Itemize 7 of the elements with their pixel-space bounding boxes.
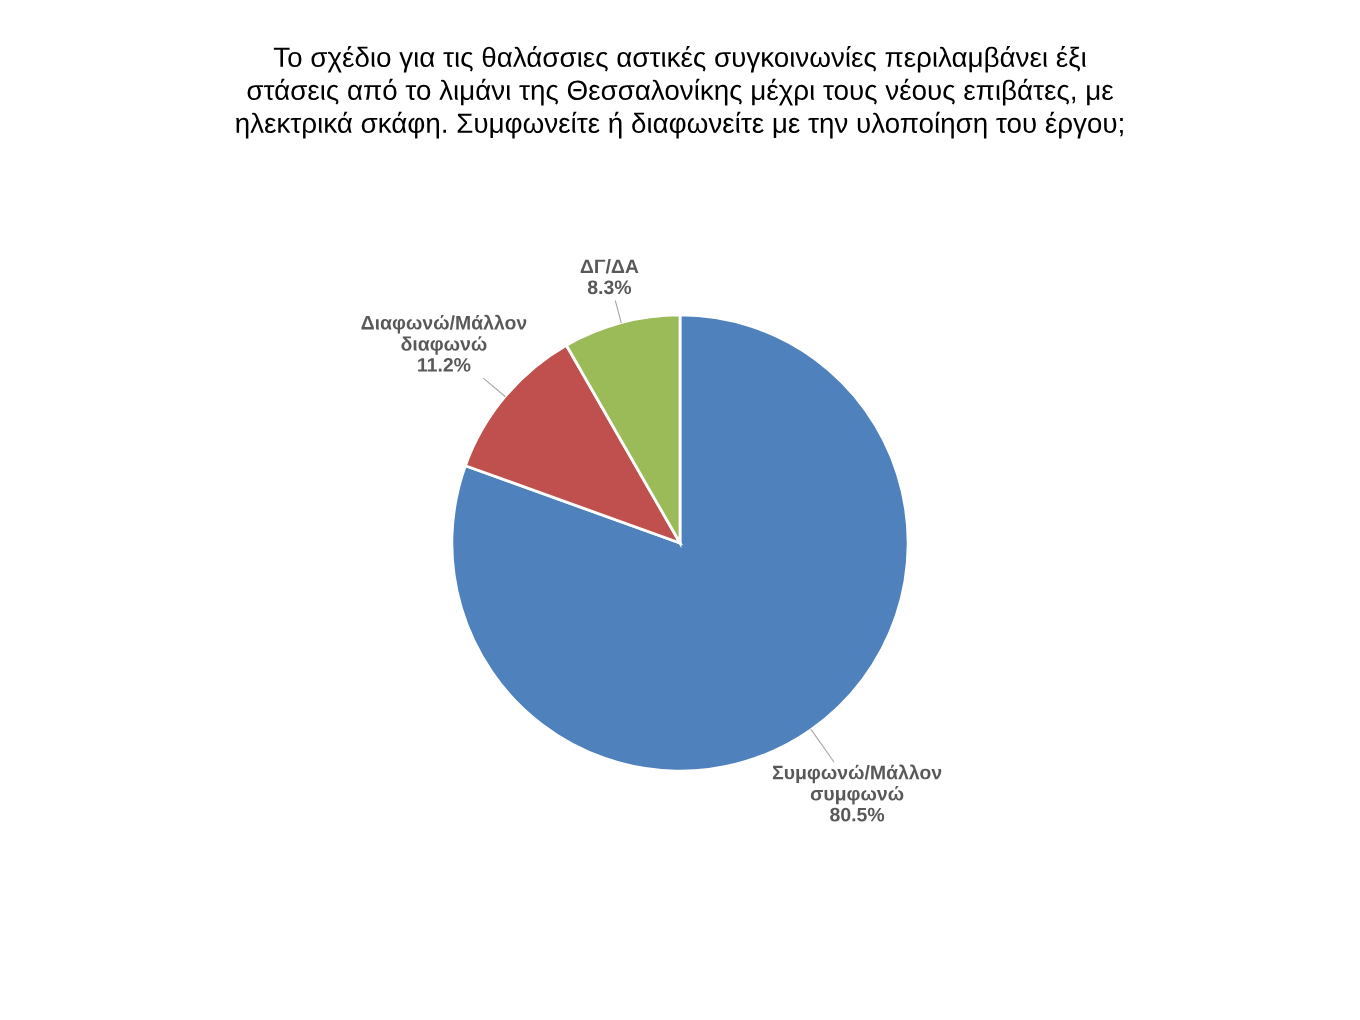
slice-label: Διαφωνώ/Μάλλον διαφωνώ	[361, 314, 527, 355]
data-label: 80.5%	[830, 807, 885, 822]
slice-label: Συμφωνώ/Μάλλον συμφωνώ	[772, 764, 942, 805]
data-label: 8.3%	[587, 280, 632, 295]
slice-label: ΔΓ/ΔΑ	[580, 258, 639, 274]
chart-title: Το σχέδιο για τις θαλάσσιες αστικές συγκοινωνίες περιλαμβάνει έξι στάσεις από το λιμάνι της Θεσσαλονίκης μέχρι τους νέους επιβάτες, με ηλεκτρικά σκάφη. Συμφωνείτε ή διαφωνείτε με την υλοποίηση του έργου;	[236, 45, 1123, 139]
data-label: 11.2%	[418, 357, 471, 372]
